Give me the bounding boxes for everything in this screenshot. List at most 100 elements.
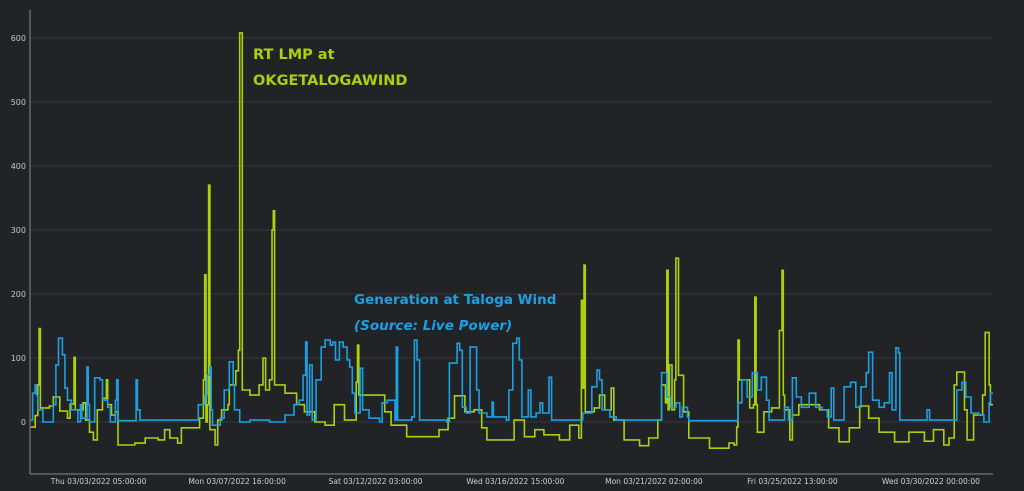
generation-point <box>55 364 57 366</box>
lmp-point <box>486 439 488 441</box>
lmp-point <box>956 371 958 373</box>
generation-point <box>491 401 493 403</box>
lmp-point <box>105 379 108 381</box>
lmp-point <box>264 389 267 391</box>
lmp-point <box>798 404 800 406</box>
lmp-point <box>675 257 677 259</box>
gridlines <box>30 37 993 423</box>
generation-point <box>736 420 738 422</box>
generation-point <box>459 349 461 351</box>
generation-point <box>891 409 893 411</box>
generation-point <box>970 412 972 414</box>
generation-point <box>249 419 251 421</box>
lmp-point <box>358 394 360 396</box>
generation-point <box>791 377 794 379</box>
lmp-point <box>110 414 113 416</box>
generation-annotation-source: (Source: Live Power) <box>354 318 513 334</box>
lmp-point <box>677 374 680 376</box>
generation-point <box>306 414 308 416</box>
lmp-point <box>207 184 210 186</box>
generation-point <box>486 416 488 418</box>
lmp-point <box>736 426 738 428</box>
lmp-point <box>638 445 641 447</box>
lmp-point <box>350 419 352 421</box>
lmp-point <box>438 429 440 431</box>
lmp-point <box>513 419 515 421</box>
generation-point <box>209 366 211 368</box>
generation-series <box>30 337 993 426</box>
generation-point <box>615 419 617 421</box>
generation-point <box>139 419 141 421</box>
generation-point <box>284 414 286 416</box>
lmp-point <box>406 436 408 438</box>
x-tick-label: Mon 03/07/2022 16:00:00 <box>188 477 286 486</box>
generation-point <box>219 417 221 419</box>
generation-point <box>883 402 885 404</box>
lmp-point <box>37 384 39 386</box>
generation-point <box>516 337 518 339</box>
lmp-point <box>34 414 36 417</box>
generation-point <box>778 419 781 421</box>
lmp-point <box>948 437 950 439</box>
generation-point <box>686 416 689 418</box>
lmp-point <box>176 442 179 444</box>
lmp-point <box>838 441 840 443</box>
generation-point <box>548 376 550 378</box>
generation-point <box>925 419 927 421</box>
generation-point <box>305 341 307 343</box>
lmp-point <box>453 395 456 397</box>
generation-point <box>956 389 958 391</box>
y-tick-label: 0 <box>21 418 26 427</box>
lmp-point <box>314 421 316 423</box>
lmp-annotation-line-2: OKGETALOGAWIND <box>253 73 408 89</box>
generation-point <box>518 359 520 361</box>
lmp-point <box>473 409 475 411</box>
lmp-point <box>932 429 935 431</box>
generation-point <box>52 404 54 406</box>
lmp-point <box>763 411 765 413</box>
generation-point <box>899 419 901 421</box>
generation-point <box>878 406 880 408</box>
lmp-point <box>52 396 54 398</box>
generation-point <box>134 420 136 422</box>
generation-point <box>492 416 495 418</box>
lmp-point <box>262 357 264 359</box>
generation-point <box>446 421 448 423</box>
generation-point <box>386 399 388 401</box>
generation-point <box>535 412 537 414</box>
lmp-point <box>737 339 739 341</box>
lmp-point <box>198 417 201 419</box>
generation-point <box>268 421 271 423</box>
lmp-point <box>580 299 583 302</box>
lmp-point <box>613 419 615 421</box>
lmp-point <box>664 402 667 404</box>
generation-point <box>478 412 480 414</box>
generation-point <box>211 424 214 426</box>
lmp-point <box>989 404 992 406</box>
generation-point <box>591 386 593 388</box>
lmp-point <box>377 394 379 396</box>
lmp-point <box>235 370 237 372</box>
lmp-point <box>96 409 99 411</box>
generation-point <box>465 412 467 414</box>
lmp-point <box>738 379 740 381</box>
lmp-point <box>384 411 386 413</box>
generation-point <box>346 359 348 361</box>
lmp-point <box>365 394 368 396</box>
generation-point <box>926 409 928 411</box>
lmp-point <box>73 356 75 359</box>
generation-point <box>550 419 553 421</box>
x-tick-label: Wed 03/30/2022 00:00:00 <box>882 477 980 486</box>
lmp-point <box>205 421 207 423</box>
lmp-point <box>598 394 601 396</box>
generation-point <box>897 352 900 354</box>
generation-point <box>681 406 684 408</box>
generation-point <box>210 409 212 411</box>
y-tick-label: 400 <box>11 162 26 171</box>
lmp-point <box>214 444 216 446</box>
lmp-point <box>582 387 584 389</box>
lmp-point <box>671 409 673 411</box>
generation-point <box>741 379 743 381</box>
lmp-point <box>752 404 755 406</box>
x-axis-tick-labels: Thu 03/03/2022 05:00:00 Mon 03/07/2022 16… <box>50 477 980 486</box>
